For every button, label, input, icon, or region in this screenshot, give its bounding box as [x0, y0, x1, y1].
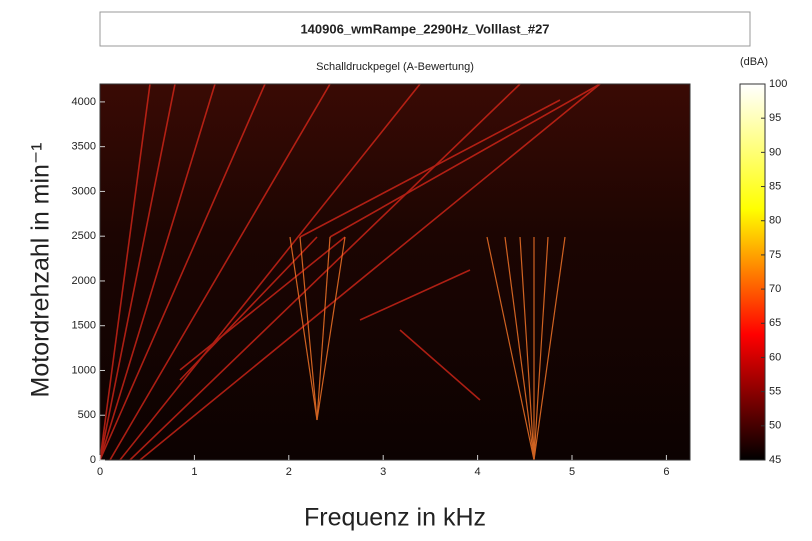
chart-title: 140906_wmRampe_2290Hz_Volllast_#27 — [300, 21, 549, 36]
x-tick-label: 2 — [286, 466, 292, 478]
colorbar-tick-label: 55 — [769, 386, 781, 398]
colorbar-tick-label: 50 — [769, 420, 781, 432]
y-tick-label: 3500 — [72, 141, 96, 153]
colorbar — [739, 83, 766, 461]
y-tick-label: 4000 — [72, 96, 96, 108]
x-tick-label: 1 — [191, 466, 197, 478]
y-tick-label: 0 — [90, 454, 96, 466]
y-tick-label: 2500 — [72, 230, 96, 242]
colorbar-tick-label: 95 — [769, 112, 781, 124]
x-axis-label: Frequenz in kHz — [304, 504, 486, 532]
colorbar-tick-label: 65 — [769, 317, 781, 329]
y-tick-label: 1500 — [72, 320, 96, 332]
x-tick-label: 4 — [475, 466, 481, 478]
colorbar-tick-label: 45 — [769, 454, 781, 466]
colorbar-tick-label: 70 — [769, 283, 781, 295]
title-box — [99, 11, 751, 47]
y-tick-label: 3000 — [72, 185, 96, 197]
colorbar-label: (dBA) — [740, 56, 768, 68]
colorbar-tick-label: 75 — [769, 249, 781, 261]
y-tick-label: 500 — [78, 409, 96, 421]
spectrogram — [100, 84, 690, 460]
colorbar-tick-label: 85 — [769, 180, 781, 192]
x-tick-label: 5 — [569, 466, 575, 478]
colorbar-tick-label: 100 — [769, 78, 787, 90]
x-tick-label: 6 — [663, 466, 669, 478]
y-tick-label: 1000 — [72, 364, 96, 376]
colorbar-tick-label: 90 — [769, 146, 781, 158]
colorbar-tick-label: 80 — [769, 215, 781, 227]
plot-frame — [99, 83, 691, 461]
x-tick-label: 3 — [380, 466, 386, 478]
chart-subtitle: Schalldruckpegel (A-Bewertung) — [316, 61, 474, 73]
y-axis-label: Motordrehzahl in min⁻¹ — [27, 143, 55, 398]
x-tick-label: 0 — [97, 466, 103, 478]
colorbar-tick-label: 60 — [769, 351, 781, 363]
y-tick-label: 2000 — [72, 275, 96, 287]
